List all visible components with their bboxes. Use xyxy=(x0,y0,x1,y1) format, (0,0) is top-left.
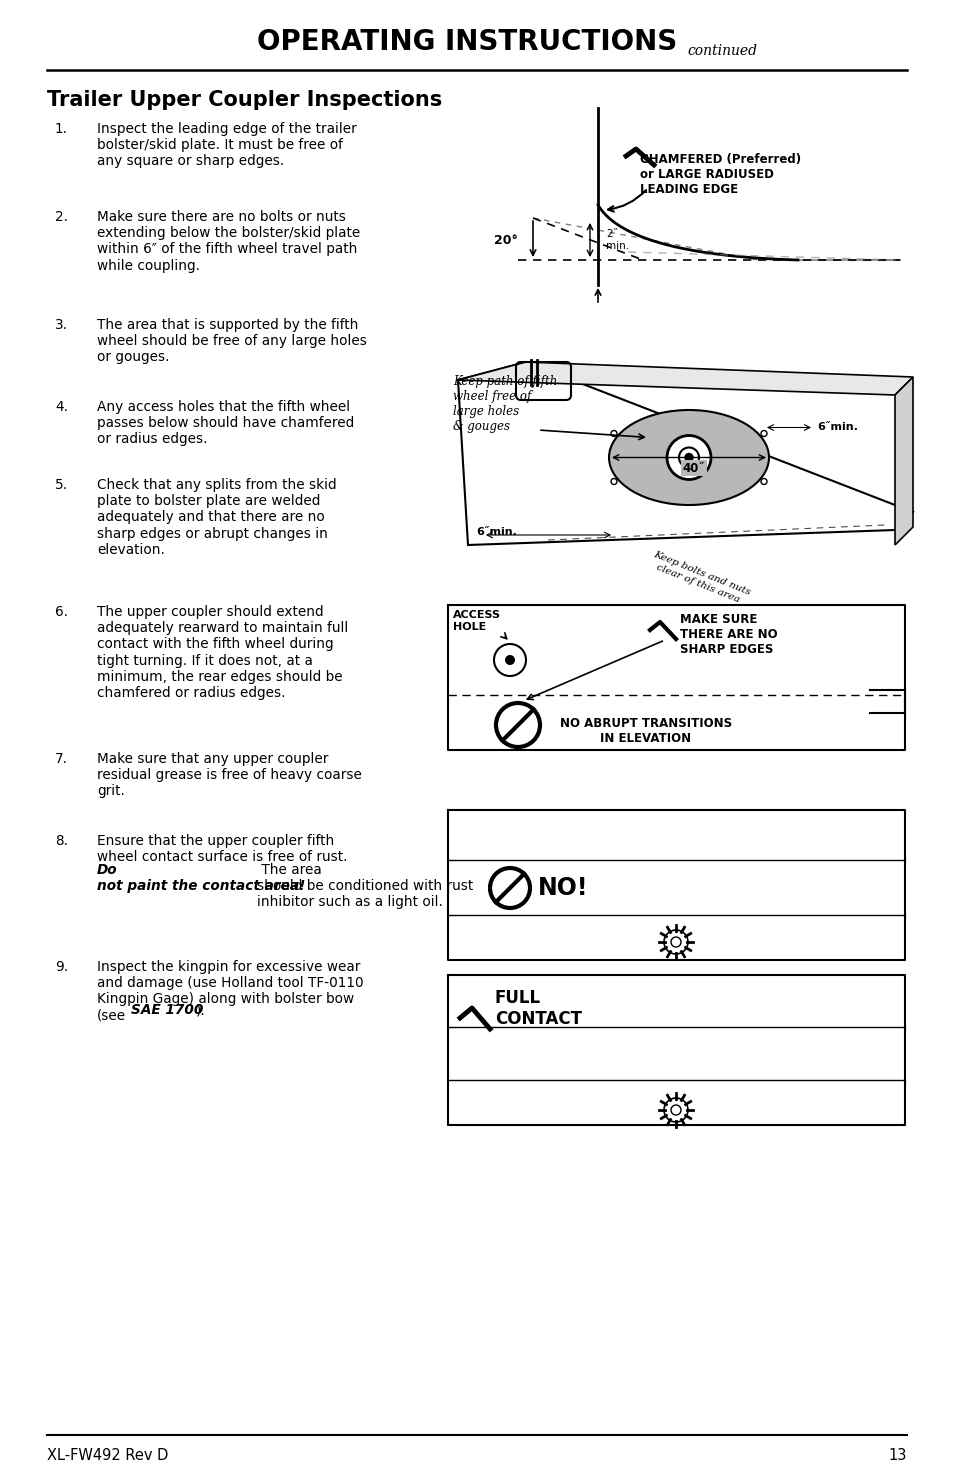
Text: Ensure that the upper coupler fifth
wheel contact surface is free of rust.: Ensure that the upper coupler fifth whee… xyxy=(97,833,347,864)
Text: Any access holes that the fifth wheel
passes below should have chamfered
or radi: Any access holes that the fifth wheel pa… xyxy=(97,400,354,447)
Text: The area
should be conditioned with rust
inhibitor such as a light oil.: The area should be conditioned with rust… xyxy=(256,863,473,910)
Text: Inspect the leading edge of the trailer
bolster/skid plate. It must be free of
a: Inspect the leading edge of the trailer … xyxy=(97,122,356,168)
Circle shape xyxy=(679,447,699,468)
Text: Keep path of fifth
wheel free of
large holes
& gouges: Keep path of fifth wheel free of large h… xyxy=(453,375,557,434)
Text: 1.: 1. xyxy=(55,122,68,136)
Text: The area that is supported by the fifth
wheel should be free of any large holes
: The area that is supported by the fifth … xyxy=(97,319,367,364)
Text: Keep bolts and nuts
clear of this area: Keep bolts and nuts clear of this area xyxy=(647,550,751,606)
Circle shape xyxy=(504,655,515,665)
Polygon shape xyxy=(894,378,912,544)
Text: 2.: 2. xyxy=(55,209,68,224)
Circle shape xyxy=(666,435,710,479)
Circle shape xyxy=(670,937,680,947)
Text: 3.: 3. xyxy=(55,319,68,332)
Text: Check that any splits from the skid
plate to bolster plate are welded
adequately: Check that any splits from the skid plat… xyxy=(97,478,336,556)
Text: continued: continued xyxy=(687,44,757,58)
Text: 4.: 4. xyxy=(55,400,68,414)
Text: 5.: 5. xyxy=(55,478,68,493)
Text: FULL
CONTACT: FULL CONTACT xyxy=(495,990,581,1028)
Text: 9.: 9. xyxy=(55,960,68,974)
Circle shape xyxy=(684,453,692,462)
Polygon shape xyxy=(457,361,912,544)
Text: CHAMFERED (Preferred)
or LARGE RADIUSED
LEADING EDGE: CHAMFERED (Preferred) or LARGE RADIUSED … xyxy=(639,153,801,196)
Text: 6.: 6. xyxy=(55,605,68,620)
Text: Make sure there are no bolts or nuts
extending below the bolster/skid plate
with: Make sure there are no bolts or nuts ext… xyxy=(97,209,360,273)
Text: Make sure that any upper coupler
residual grease is free of heavy coarse
grit.: Make sure that any upper coupler residua… xyxy=(97,752,361,798)
Text: 6˝min.: 6˝min. xyxy=(816,422,857,432)
Text: Trailer Upper Coupler Inspections: Trailer Upper Coupler Inspections xyxy=(47,90,442,111)
Text: NO!: NO! xyxy=(537,876,588,900)
Text: 13: 13 xyxy=(887,1448,906,1463)
Text: NO ABRUPT TRANSITIONS
IN ELEVATION: NO ABRUPT TRANSITIONS IN ELEVATION xyxy=(559,717,731,745)
Text: 40˝: 40˝ xyxy=(682,462,704,475)
Text: 6˝min.: 6˝min. xyxy=(476,527,517,537)
Polygon shape xyxy=(457,361,912,395)
Text: 20°: 20° xyxy=(494,233,517,246)
Text: Inspect the kingpin for excessive wear
and damage (use Holland tool TF-0110
King: Inspect the kingpin for excessive wear a… xyxy=(97,960,363,1022)
Text: MAKE SURE
THERE ARE NO
SHARP EDGES: MAKE SURE THERE ARE NO SHARP EDGES xyxy=(679,614,777,656)
Text: 7.: 7. xyxy=(55,752,68,766)
Text: SAE 1700: SAE 1700 xyxy=(131,1003,203,1018)
Ellipse shape xyxy=(608,410,768,504)
Text: 8.: 8. xyxy=(55,833,68,848)
Text: The upper coupler should extend
adequately rearward to maintain full
contact wit: The upper coupler should extend adequate… xyxy=(97,605,348,701)
Text: ACCESS
HOLE: ACCESS HOLE xyxy=(453,611,500,631)
Text: 2˝
min.: 2˝ min. xyxy=(605,229,628,251)
Text: Do
not paint the contact area!: Do not paint the contact area! xyxy=(97,863,305,894)
Text: ).: ). xyxy=(195,1003,206,1018)
Circle shape xyxy=(670,1105,680,1115)
Text: XL-FW492 Rev D: XL-FW492 Rev D xyxy=(47,1448,168,1463)
Text: OPERATING INSTRUCTIONS: OPERATING INSTRUCTIONS xyxy=(257,28,677,56)
